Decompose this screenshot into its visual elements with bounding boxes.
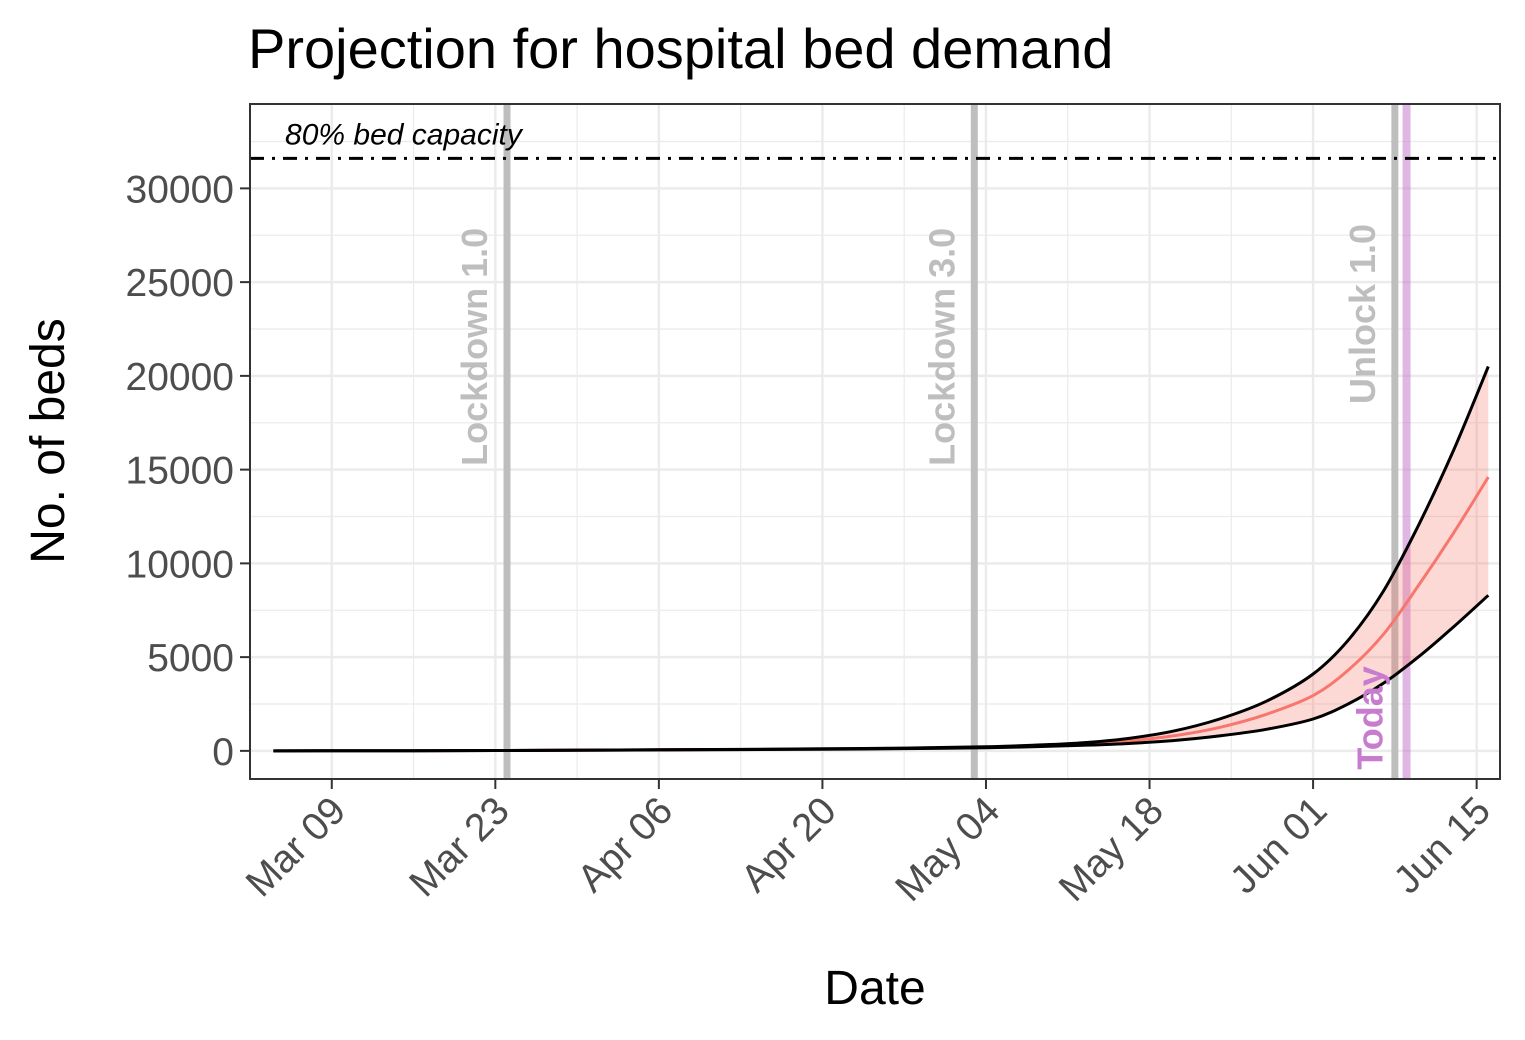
event-label: Unlock 1.0 <box>1342 224 1383 404</box>
chart-title: Projection for hospital bed demand <box>248 17 1113 80</box>
x-tick-label: Apr 06 <box>570 789 682 901</box>
plot-panel <box>250 104 1500 779</box>
event-label: Lockdown 1.0 <box>454 228 495 466</box>
y-axis-title: No. of beds <box>22 318 75 563</box>
y-tick-label: 25000 <box>126 262 234 305</box>
capacity-line: 80% bed capacity <box>250 118 1500 160</box>
y-tick-label: 15000 <box>126 450 234 493</box>
y-tick-label: 0 <box>212 731 234 774</box>
y-tick-label: 10000 <box>126 543 234 586</box>
series-lines <box>273 365 1490 753</box>
event-label: Today <box>1350 666 1391 769</box>
capacity-label: 80% bed capacity <box>285 118 524 151</box>
y-tick-label: 20000 <box>126 356 234 399</box>
x-tick-label: Jun 01 <box>1222 789 1335 902</box>
y-tick-label: 30000 <box>126 168 234 211</box>
event-label: Lockdown 3.0 <box>921 228 962 466</box>
grid <box>249 104 1500 779</box>
x-tick-label: Mar 09 <box>238 789 354 905</box>
x-tick-label: May 18 <box>1051 789 1172 910</box>
x-tick-label: May 04 <box>888 789 1009 910</box>
event-labels: Lockdown 1.0 Lockdown 3.0 Unlock 1.0 Today <box>454 224 1391 770</box>
x-tick-label: Jun 15 <box>1386 789 1499 902</box>
x-axis: Mar 09 Mar 23 Apr 06 Apr 20 May 04 May 18 Jun … <box>238 779 1499 910</box>
y-tick-label: 5000 <box>147 637 234 680</box>
lower-bound-line <box>273 594 1490 753</box>
y-axis: 0 5000 10000 15000 20000 25000 30000 <box>126 168 250 774</box>
x-tick-label: Mar 23 <box>401 789 517 905</box>
x-tick-label: Apr 20 <box>733 789 845 901</box>
x-axis-title: Date <box>824 962 925 1015</box>
plot-border <box>249 103 1501 780</box>
